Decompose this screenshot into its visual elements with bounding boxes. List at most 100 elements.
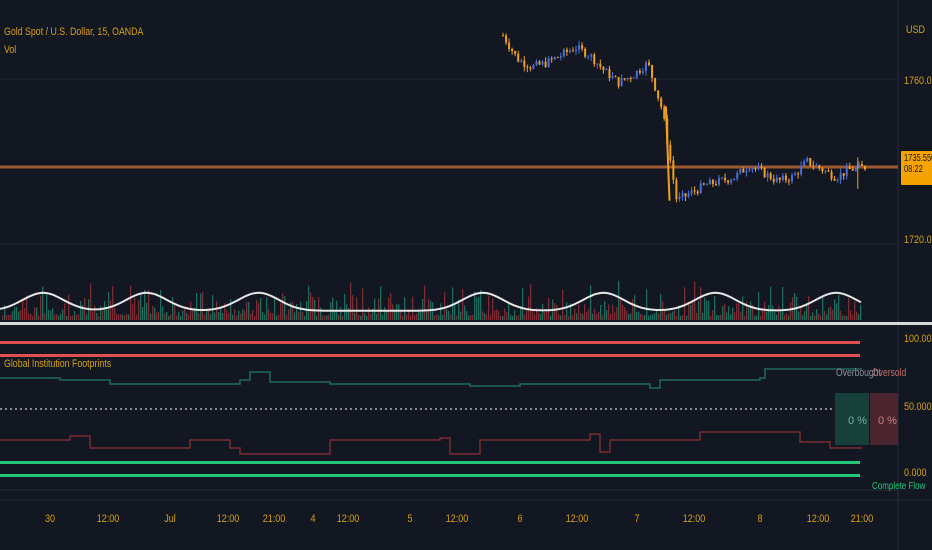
- volume-bar: [686, 315, 688, 320]
- volume-bar: [752, 305, 754, 320]
- volume-bar: [812, 312, 814, 320]
- volume-bar: [378, 298, 380, 320]
- volume-bar: [540, 314, 542, 320]
- volume-bar: [466, 311, 468, 320]
- volume-bar: [512, 315, 514, 320]
- price-candle: [644, 62, 647, 72]
- volume-bar: [348, 307, 350, 320]
- volume-bar: [538, 312, 540, 320]
- price-candle: [696, 191, 699, 194]
- volume-bar: [322, 315, 324, 320]
- volume-bar: [436, 314, 438, 320]
- volume-bar: [328, 314, 330, 320]
- volume-bar: [274, 298, 276, 320]
- volume-bar: [704, 297, 706, 320]
- volume-bar: [532, 310, 534, 320]
- volume-bar: [718, 315, 720, 320]
- volume-bar: [514, 310, 516, 320]
- volume-bar: [734, 312, 736, 320]
- volume-bar: [664, 309, 666, 320]
- price-candle: [651, 65, 654, 79]
- indicator-title: Global Institution Footprints: [4, 358, 112, 370]
- price-candle: [547, 58, 550, 67]
- volume-bar: [272, 313, 274, 320]
- volume-bar: [316, 315, 318, 320]
- volume-bar: [784, 315, 786, 320]
- volume-bar: [46, 292, 48, 320]
- price-candle: [842, 173, 845, 176]
- price-candle: [824, 170, 827, 172]
- price-candle: [836, 179, 839, 181]
- volume-bar: [462, 288, 464, 320]
- volume-bar: [626, 310, 628, 320]
- volume-bar: [544, 311, 546, 320]
- oversold-box: [870, 393, 898, 445]
- volume-bar: [698, 300, 700, 320]
- price-candle: [565, 49, 568, 52]
- price-candle: [751, 168, 754, 170]
- volume-bar: [566, 302, 568, 320]
- volume-bar: [818, 313, 820, 320]
- price-candle: [766, 173, 769, 178]
- volume-bar: [738, 303, 740, 320]
- price-tick-1720: 1720.000: [904, 234, 932, 246]
- volume-bar: [40, 295, 42, 320]
- price-candle: [599, 63, 602, 67]
- last-price-tag: 1735.550 08:22: [901, 151, 932, 185]
- volume-bar: [624, 307, 626, 320]
- volume-bar: [356, 297, 358, 320]
- volume-bar: [438, 315, 440, 320]
- volume-bar: [412, 296, 414, 320]
- volume-bar: [228, 312, 230, 320]
- volume-bar: [20, 310, 22, 320]
- time-label: 6: [517, 513, 523, 525]
- price-candle: [736, 172, 739, 179]
- volume-bar: [188, 314, 190, 320]
- volume-bar: [6, 314, 8, 320]
- volume-bar: [504, 308, 506, 320]
- volume-bar: [10, 314, 12, 320]
- volume-bar: [724, 304, 726, 320]
- price-candle: [711, 179, 714, 184]
- volume-bar: [182, 310, 184, 320]
- price-candle: [578, 45, 581, 50]
- footprint-green-line: [0, 368, 862, 389]
- volume-bar: [590, 285, 592, 320]
- volume-bar: [542, 303, 544, 320]
- volume-bar: [286, 315, 288, 320]
- time-label: 12:00: [445, 513, 469, 525]
- volume-bar: [112, 286, 114, 320]
- volume-bar: [296, 304, 298, 320]
- volume-bar: [852, 315, 854, 320]
- volume-bar: [264, 314, 266, 320]
- volume-bar: [402, 315, 404, 320]
- volume-bar: [550, 315, 552, 320]
- time-label: 8: [757, 513, 763, 525]
- volume-bar: [232, 314, 234, 320]
- volume-bar: [760, 315, 762, 320]
- volume-bar: [200, 293, 202, 320]
- volume-bar: [648, 315, 650, 320]
- volume-bar: [754, 315, 756, 320]
- volume-bar: [556, 304, 558, 320]
- volume-bar: [798, 311, 800, 320]
- volume-bar: [334, 310, 336, 320]
- price-candle: [638, 70, 641, 73]
- price-candle: [623, 78, 626, 80]
- volume-bar: [16, 306, 18, 320]
- time-label: 21:00: [262, 513, 286, 525]
- volume-bar: [728, 306, 730, 320]
- volume-bar: [630, 313, 632, 320]
- volume-bar: [558, 314, 560, 320]
- price-candle: [587, 56, 590, 58]
- volume-bar: [58, 315, 60, 320]
- volume-bar: [288, 309, 290, 320]
- volume-bar: [804, 311, 806, 320]
- time-label: 7: [634, 513, 640, 525]
- volume-bar: [44, 313, 46, 320]
- price-candle: [508, 42, 511, 49]
- price-candle: [538, 61, 541, 65]
- price-candle: [857, 164, 860, 168]
